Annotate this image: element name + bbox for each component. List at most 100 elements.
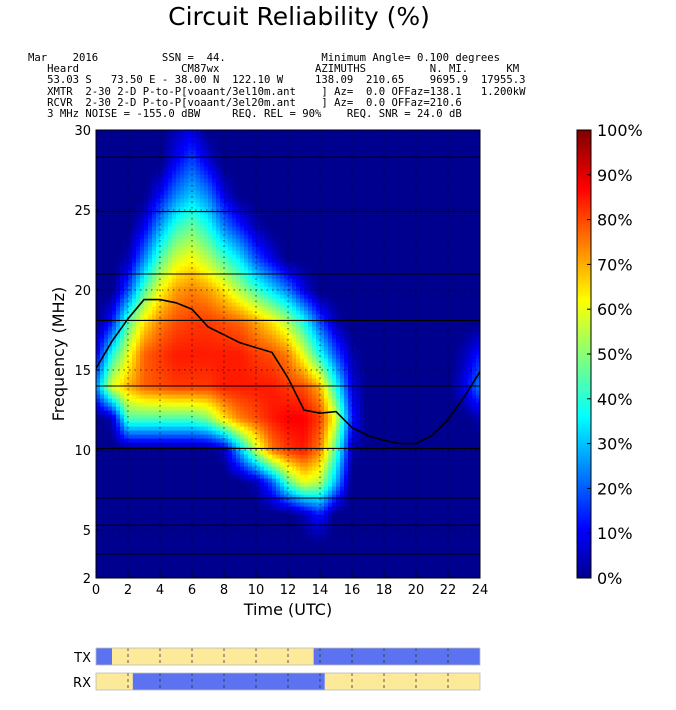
heat-cell bbox=[160, 294, 165, 299]
heat-cell bbox=[268, 326, 273, 331]
heat-cell bbox=[148, 438, 153, 443]
heat-cell bbox=[300, 450, 305, 455]
heat-cell bbox=[292, 406, 297, 411]
heat-cell bbox=[340, 406, 345, 411]
heat-cell bbox=[224, 454, 229, 459]
heat-cell bbox=[200, 354, 205, 359]
heat-cell bbox=[252, 314, 257, 319]
heat-cell bbox=[196, 326, 201, 331]
heat-cell bbox=[248, 250, 253, 255]
heat-cell bbox=[224, 418, 229, 423]
heat-cell bbox=[280, 494, 285, 499]
heat-cell bbox=[264, 430, 269, 435]
heat-cell bbox=[264, 250, 269, 255]
heat-cell bbox=[260, 366, 265, 371]
heat-cell bbox=[152, 434, 157, 439]
heat-cell bbox=[192, 198, 197, 203]
heat-cell bbox=[184, 226, 189, 231]
heat-cell bbox=[240, 350, 245, 355]
heat-cell bbox=[224, 194, 229, 199]
heat-cell bbox=[208, 334, 213, 339]
heat-cell bbox=[144, 214, 149, 219]
heat-cell bbox=[352, 346, 357, 351]
heat-cell bbox=[220, 266, 225, 271]
heat-cell bbox=[164, 378, 169, 383]
heat-cell bbox=[328, 346, 333, 351]
heat-cell bbox=[336, 474, 341, 479]
heat-cell bbox=[188, 378, 193, 383]
heat-cell bbox=[276, 302, 281, 307]
heat-cell bbox=[144, 346, 149, 351]
heat-cell bbox=[172, 314, 177, 319]
heat-cell bbox=[328, 358, 333, 363]
heat-cell bbox=[328, 466, 333, 471]
heat-cell bbox=[348, 462, 353, 467]
heat-cell bbox=[300, 278, 305, 283]
heat-cell bbox=[208, 370, 213, 375]
heat-cell bbox=[276, 422, 281, 427]
heat-cell bbox=[188, 130, 193, 135]
heat-cell bbox=[216, 462, 221, 467]
heat-cell bbox=[224, 466, 229, 471]
heat-cell bbox=[116, 366, 121, 371]
heat-cell bbox=[264, 242, 269, 247]
heat-cell bbox=[164, 398, 169, 403]
heat-cell bbox=[184, 402, 189, 407]
heat-cell bbox=[312, 330, 317, 335]
heat-cell bbox=[328, 374, 333, 379]
heat-cell bbox=[188, 350, 193, 355]
heat-cell bbox=[208, 286, 213, 291]
heat-cell bbox=[344, 474, 349, 479]
heat-cell bbox=[128, 418, 133, 423]
heat-cell bbox=[328, 398, 333, 403]
heat-cell bbox=[240, 466, 245, 471]
heat-cell bbox=[216, 458, 221, 463]
heat-cell bbox=[264, 274, 269, 279]
heat-cell bbox=[184, 426, 189, 431]
heat-cell bbox=[340, 486, 345, 491]
heat-cell bbox=[304, 458, 309, 463]
heat-cell bbox=[452, 354, 457, 359]
heat-cell bbox=[104, 298, 109, 303]
heat-cell bbox=[200, 234, 205, 239]
heat-cell bbox=[244, 414, 249, 419]
heat-cell bbox=[280, 342, 285, 347]
heat-cell bbox=[216, 246, 221, 251]
heat-cell bbox=[196, 270, 201, 275]
heat-cell bbox=[152, 234, 157, 239]
heat-cell bbox=[252, 326, 257, 331]
heat-cell bbox=[324, 434, 329, 439]
heat-cell bbox=[100, 378, 105, 383]
heat-cell bbox=[204, 214, 209, 219]
heat-cell bbox=[340, 402, 345, 407]
heat-cell bbox=[336, 498, 341, 503]
heat-cell bbox=[236, 214, 241, 219]
heat-cell bbox=[472, 370, 477, 375]
heat-cell bbox=[188, 266, 193, 271]
heat-cell bbox=[256, 434, 261, 439]
heat-cell bbox=[272, 470, 277, 475]
heat-cell bbox=[256, 358, 261, 363]
heat-cell bbox=[132, 270, 137, 275]
heat-cell bbox=[204, 162, 209, 167]
heat-cell bbox=[168, 326, 173, 331]
heat-cell bbox=[108, 302, 113, 307]
heat-cell bbox=[168, 370, 173, 375]
heat-cell bbox=[184, 346, 189, 351]
heat-cell bbox=[320, 526, 325, 531]
heat-cell bbox=[104, 354, 109, 359]
heat-cell bbox=[364, 406, 369, 411]
heat-cell bbox=[276, 306, 281, 311]
heat-cell bbox=[132, 230, 137, 235]
heat-cell bbox=[156, 210, 161, 215]
heat-cell bbox=[180, 270, 185, 275]
heat-cell bbox=[252, 414, 257, 419]
heat-cell bbox=[124, 266, 129, 271]
heat-cell bbox=[284, 290, 289, 295]
heat-cell bbox=[156, 422, 161, 427]
heat-cell bbox=[256, 430, 261, 435]
heat-cell bbox=[240, 362, 245, 367]
heat-cell bbox=[456, 346, 461, 351]
heat-cell bbox=[232, 374, 237, 379]
heat-cell bbox=[100, 350, 105, 355]
